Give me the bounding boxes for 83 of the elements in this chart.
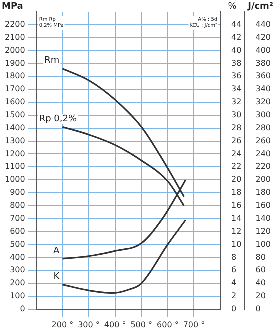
series-label: K bbox=[54, 272, 61, 282]
y3-tick-label: 400 bbox=[256, 46, 272, 55]
y3-tick-label: 280 bbox=[256, 123, 272, 132]
y3-tick-label: 20 bbox=[256, 292, 266, 301]
y-tick-label: 1500 bbox=[5, 110, 26, 120]
y-tick-label: 1600 bbox=[5, 98, 26, 107]
y3-tick-label: 180 bbox=[256, 188, 272, 198]
y2-tick-label: 40 bbox=[232, 46, 242, 55]
y3-tick-label: 120 bbox=[256, 226, 272, 236]
y3-tick-label: 140 bbox=[256, 214, 272, 223]
y-tick-label: 1700 bbox=[5, 84, 26, 94]
y3-axis-title: J/cm² bbox=[247, 2, 274, 12]
y-tick-label: 700 bbox=[10, 214, 26, 223]
y2-tick-label: 6 bbox=[232, 266, 237, 275]
y-tick-label: 1000 bbox=[5, 175, 26, 184]
y-tick-label: 200 bbox=[10, 278, 26, 288]
y-tick-label: 1100 bbox=[5, 162, 26, 172]
y-tick-label: 500 bbox=[10, 240, 26, 249]
y3-tick-label: 440 bbox=[256, 20, 272, 30]
y3-tick-label: 220 bbox=[256, 162, 272, 172]
line-series bbox=[62, 219, 187, 294]
y2-tick-label: 10 bbox=[232, 240, 242, 249]
y3-tick-label: 160 bbox=[256, 201, 272, 210]
y2-tick-label: 44 bbox=[232, 20, 242, 30]
y-tick-label: 1300 bbox=[5, 136, 26, 146]
y2-tick-label: 28 bbox=[232, 123, 242, 132]
y3-tick-label: 40 bbox=[256, 278, 266, 288]
y2-tick-label: 34 bbox=[232, 84, 242, 94]
y-tick-label: 2000 bbox=[5, 46, 26, 55]
y-tick-label: 400 bbox=[10, 252, 26, 262]
y3-tick-label: 300 bbox=[256, 110, 272, 120]
y2-tick-label: 26 bbox=[232, 136, 242, 146]
x-tick-label: 400 ° bbox=[104, 320, 126, 330]
y3-tick-label: 100 bbox=[256, 240, 272, 249]
series-label: A bbox=[54, 246, 61, 256]
y-tick-label: 300 bbox=[10, 266, 26, 275]
y3-tick-label: 360 bbox=[256, 72, 272, 81]
series-label: Rp 0,2% bbox=[39, 114, 78, 124]
y-tick-label: 2200 bbox=[5, 20, 26, 30]
y2-tick-label: 30 bbox=[232, 110, 242, 120]
y3-tick-label: 0 bbox=[256, 304, 261, 314]
y-tick-label: 1200 bbox=[5, 149, 26, 158]
y3-tick-label: 340 bbox=[256, 84, 272, 94]
y2-tick-label: 16 bbox=[232, 201, 242, 210]
x-tick-label: 700 ° bbox=[183, 320, 206, 330]
x-tick-label: 300 ° bbox=[78, 320, 100, 330]
y2-tick-label: 14 bbox=[232, 214, 242, 223]
y3-tick-label: 320 bbox=[256, 98, 272, 107]
y3-tick-label: 420 bbox=[256, 32, 272, 42]
x-tick-label: 200 ° bbox=[52, 320, 74, 330]
y-tick-label: 1900 bbox=[5, 58, 26, 68]
y-tick-label: 2100 bbox=[5, 32, 26, 42]
y2-tick-label: 12 bbox=[232, 226, 242, 236]
x-tick-label: 600 ° bbox=[157, 320, 179, 330]
y2-tick-label: 42 bbox=[232, 32, 242, 42]
y3-tick-label: 60 bbox=[256, 266, 266, 275]
y2-tick-label: 4 bbox=[232, 278, 237, 288]
y3-tick-label: 240 bbox=[256, 149, 272, 158]
y-tick-label: 900 bbox=[10, 188, 26, 198]
y2-tick-label: 2 bbox=[232, 292, 237, 301]
y2-tick-label: 24 bbox=[232, 149, 242, 158]
y3-tick-label: 260 bbox=[256, 136, 272, 146]
y2-tick-label: 8 bbox=[232, 252, 237, 262]
y2-tick-label: 0 bbox=[232, 304, 237, 314]
y-axis-title: MPa bbox=[2, 2, 24, 12]
y-tick-label: 1400 bbox=[5, 123, 26, 132]
y3-tick-label: 80 bbox=[256, 252, 266, 262]
x-tick-label: 500 ° bbox=[130, 320, 153, 330]
y-tick-label: 600 bbox=[10, 226, 26, 236]
y2-tick-label: 20 bbox=[232, 175, 242, 184]
y-tick-label: 0 bbox=[20, 304, 26, 314]
y-tick-label: 800 bbox=[10, 201, 26, 210]
y2-tick-label: 22 bbox=[232, 162, 242, 172]
y3-tick-label: 200 bbox=[256, 175, 272, 184]
y2-tick-label: 38 bbox=[232, 58, 242, 68]
y2-axis-title: % bbox=[228, 2, 238, 12]
y2-tick-label: 36 bbox=[232, 72, 242, 81]
y2-tick-label: 18 bbox=[232, 188, 242, 198]
y2-tick-label: 32 bbox=[232, 98, 242, 107]
y3-tick-label: 380 bbox=[256, 58, 272, 68]
y-tick-label: 100 bbox=[10, 292, 26, 301]
y-tick-label: 1800 bbox=[5, 72, 26, 81]
series-label: Rm bbox=[44, 56, 60, 66]
